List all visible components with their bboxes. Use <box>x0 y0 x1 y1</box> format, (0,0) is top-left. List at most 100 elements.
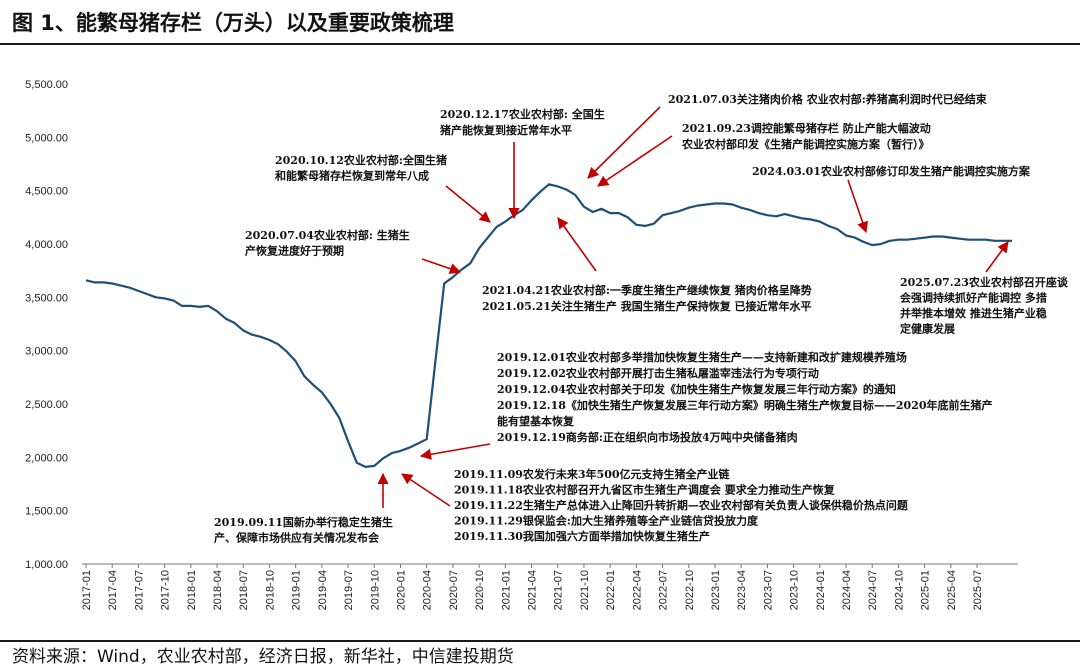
annotation-text: 产、保障市场供应有关情况发布会 <box>214 531 380 545</box>
x-tick-label: 2018-01 <box>186 570 198 610</box>
arrow-group <box>377 106 1009 508</box>
x-tick-label: 2023-04 <box>736 570 748 610</box>
annotation-text: 2020.12.17农业农村部: 全国生 <box>440 107 605 121</box>
x-tick-label: 2022-07 <box>658 570 670 610</box>
x-tick-label: 2019-01 <box>291 570 303 610</box>
annotation-arrow <box>597 135 673 187</box>
annotation-text: 2020.07.04农业农村部: 生猪生 <box>245 228 410 242</box>
x-tick-label: 2017-01 <box>81 570 93 610</box>
annotation-text: 2019.11.18农业农村部召开九省区市生猪生产调度会 要求全力推动生产恢复 <box>454 483 836 497</box>
annotation-text: 农业农村部印发《生猪产能调控实施方案（暂行）》 <box>681 137 930 151</box>
annotation-arrow <box>557 217 597 272</box>
y-tick-label: 4,500.00 <box>25 186 68 198</box>
x-tick-label: 2025-01 <box>920 570 932 610</box>
annotation-block: 2021.04.21农业农村部:一季度生猪生产继续恢复 猪肉价格呈降势 2021.… <box>482 283 812 313</box>
annotation-text: 2019.12.04农业农村部关于印发《加快生猪生产恢复发展三年行动方案》的通知 <box>497 382 896 396</box>
annotation-arrow <box>847 179 868 234</box>
x-tick-label: 2020-07 <box>448 570 460 610</box>
axes: 1,000.00 1,500.00 2,000.00 2,500.00 3,000.00… <box>25 79 1018 610</box>
x-tick-label: 2021-01 <box>500 570 512 610</box>
sow-inventory-chart: 1,000.00 1,500.00 2,000.00 2,500.00 3,000.00… <box>25 79 1069 610</box>
x-tick-label: 2018-04 <box>212 570 224 610</box>
annotation-text: 2019.12.01农业农村部多举措加快恢复生猪生产——支持新建和改扩建规模养殖… <box>497 350 907 364</box>
annotation-arrow <box>419 443 491 460</box>
x-tick-label: 2022-04 <box>631 570 643 610</box>
y-tick-label: 2,000.00 <box>25 452 68 464</box>
annotation-text: 2021.07.03关注猪肉价格 农业农村部:养猪高利润时代已经结束 <box>668 92 988 106</box>
x-tick-label: 2017-04 <box>107 570 119 610</box>
annotation-block: 2019.11.09农发行未来3年500亿元支持生猪全产业链 2019.11.18… <box>454 467 909 543</box>
y-tick-label: 5,000.00 <box>25 132 68 144</box>
annotation-text: 2021.09.23调控能繁母猪存栏 防止产能大幅波动 <box>682 121 931 135</box>
annotation-arrow <box>985 241 1009 273</box>
annotation-block: 2019.12.01农业农村部多举措加快恢复生猪生产——支持新建和改扩建规模养殖… <box>497 350 993 444</box>
x-tick-label: 2019-10 <box>369 570 381 610</box>
annotation-text: 2019.11.22生猪生产总体进入止降回升转折期—农业农村部有关负责人谈保供稳… <box>454 498 909 512</box>
x-tick-label: 2019-07 <box>343 570 355 610</box>
x-tick-label: 2017-07 <box>133 570 145 610</box>
x-tick-label: 2024-04 <box>841 570 853 610</box>
x-tick-label: 2022-10 <box>684 570 696 610</box>
annotation-text: 2021.04.21农业农村部:一季度生猪生产继续恢复 猪肉价格呈降势 <box>482 283 812 297</box>
x-tick-label: 2023-01 <box>710 570 722 610</box>
x-tick-label: 2020-04 <box>422 570 434 610</box>
series-group <box>85 183 1012 468</box>
x-tick-label: 2021-07 <box>553 570 565 610</box>
x-tick-label: 2025-04 <box>946 570 958 610</box>
x-tick-label: 2018-07 <box>238 570 250 610</box>
x-tick-label: 2023-07 <box>762 570 774 610</box>
annotation-arrow <box>445 185 491 223</box>
x-tick-label: 2017-10 <box>160 570 172 610</box>
annotation-text: 2019.12.02农业农村部开展打击生猪私屠滥宰违法行为专项行动 <box>497 366 819 380</box>
y-tick-label: 2,500.00 <box>25 399 68 411</box>
annotation-text: 并举推本增效 推进生猪产业稳 <box>900 306 1047 320</box>
annotation-block: 2021.09.23调控能繁母猪存栏 防止产能大幅波动农业农村部印发《生猪产能调… <box>681 121 931 151</box>
annotation-block: 2024.03.01农业农村部修订印发生猪产能调控实施方案 <box>752 164 1031 178</box>
annotation-text: 2020.10.12农业农村部:全国生猪 <box>275 153 447 167</box>
top-rule <box>0 43 1080 45</box>
bottom-rule <box>0 640 1080 642</box>
annotation-block: 2021.07.03关注猪肉价格 农业农村部:养猪高利润时代已经结束 <box>668 92 988 106</box>
y-tick-label: 1,000.00 <box>25 559 68 571</box>
y-tick-label: 5,500.00 <box>25 79 68 91</box>
annotation-text: 2025.07.23农业农村部召开座谈 <box>900 275 1069 289</box>
annotation-text: 会强调持续抓好产能调控 多措 <box>900 291 1047 305</box>
annotation-text: 2021.05.21关注生猪生产 我国生猪生产保持恢复 已接近常年水平 <box>482 299 812 313</box>
x-tick-label: 2022-01 <box>605 570 617 610</box>
annotation-group: 2019.09.11国新办举行稳定生猪生产、保障市场供应有关情况发布会2019.… <box>214 92 1069 545</box>
y-tick-label: 1,500.00 <box>25 506 68 518</box>
annotation-text: 和能繁母猪存栏恢复到常年八成 <box>275 169 429 183</box>
y-tick-label: 3,500.00 <box>25 292 68 304</box>
chart-header: 图 1、能繁母猪存栏（万头）以及重要政策梳理 <box>12 8 1072 42</box>
y-tick-label: 3,000.00 <box>25 346 68 358</box>
x-tick-label: 2019-04 <box>317 570 329 610</box>
annotation-text: 2019.11.09农发行未来3年500亿元支持生猪全产业链 <box>454 467 731 481</box>
x-tick-label: 2018-10 <box>264 570 276 610</box>
annotation-text: 2019.12.18《加快生猪生产恢复发展三年行动方案》明确生猪生产恢复目标——… <box>497 398 993 412</box>
annotation-text: 2024.03.01农业农村部修订印发生猪产能调控实施方案 <box>752 164 1031 178</box>
x-tick-label: 2020-01 <box>395 570 407 610</box>
annotation-text: 2019.09.11国新办举行稳定生猪生 <box>214 515 393 529</box>
annotation-text: 猪产能恢复到接近常年水平 <box>439 123 572 137</box>
series-line <box>85 183 1012 468</box>
annotation-text: 2019.12.19商务部:正在组织向市场投放4万吨中央储备猪肉 <box>497 430 798 444</box>
annotation-text: 2019.11.29银保监会:加大生猪养殖等全产业链信贷投放力度 <box>454 514 759 528</box>
annotation-text: 能有望基本恢复 <box>497 414 575 428</box>
x-tick-label: 2023-10 <box>789 570 801 610</box>
x-tick-label: 2024-01 <box>815 570 827 610</box>
annotation-arrow <box>421 258 462 275</box>
y-tick-label: 4,000.00 <box>25 239 68 251</box>
annotation-text: 定健康发展 <box>900 322 956 336</box>
x-tick-label: 2020-10 <box>474 570 486 610</box>
annotation-text: 产恢复进度好于预期 <box>245 244 344 258</box>
chart-title: 图 1、能繁母猪存栏（万头）以及重要政策梳理 <box>12 11 454 35</box>
x-tick-label: 2025-07 <box>972 570 984 610</box>
annotation-text: 2019.11.30我国加强六方面举措加快恢复生猪生产 <box>454 529 710 543</box>
x-tick-label: 2024-07 <box>867 570 879 610</box>
x-tick-label: 2021-10 <box>579 570 591 610</box>
annotation-arrow <box>401 473 451 507</box>
